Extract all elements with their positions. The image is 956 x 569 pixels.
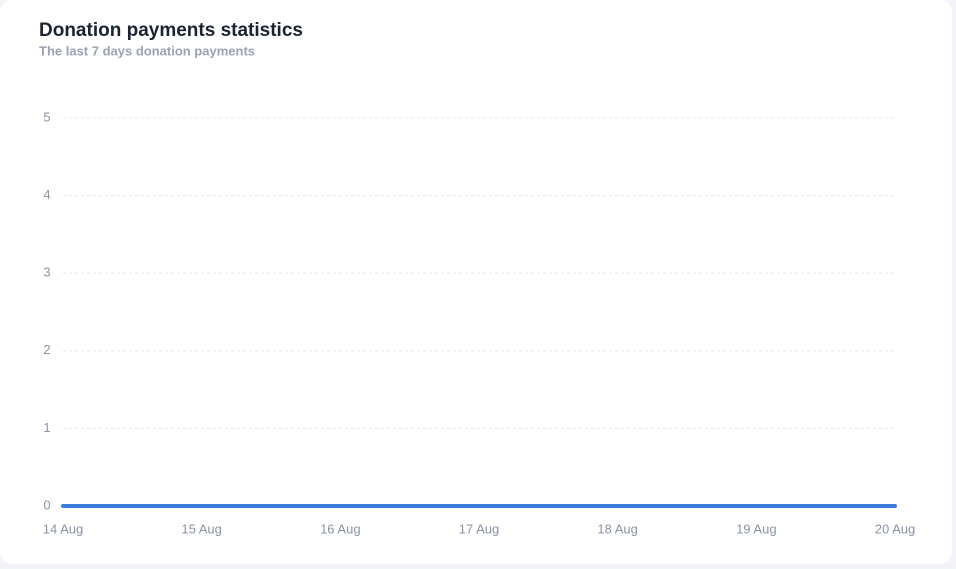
x-tick-label: 15 Aug (181, 521, 222, 536)
x-tick-label: 20 Aug (875, 521, 916, 536)
x-tick-label: 18 Aug (597, 521, 638, 536)
x-tick-label: 14 Aug (43, 521, 84, 536)
y-tick-label: 2 (43, 342, 50, 357)
chart-subtitle: The last 7 days donation payments (39, 43, 255, 58)
y-tick-label: 4 (43, 187, 50, 202)
y-tick-label: 0 (43, 497, 50, 512)
y-tick-label: 3 (43, 265, 50, 280)
y-tick-label: 5 (43, 109, 50, 124)
x-tick-label: 19 Aug (736, 521, 777, 536)
chart-title: Donation payments statistics (39, 20, 303, 41)
x-tick-label: 17 Aug (459, 521, 500, 536)
x-tick-label: 16 Aug (320, 521, 361, 536)
y-tick-label: 1 (43, 420, 50, 435)
